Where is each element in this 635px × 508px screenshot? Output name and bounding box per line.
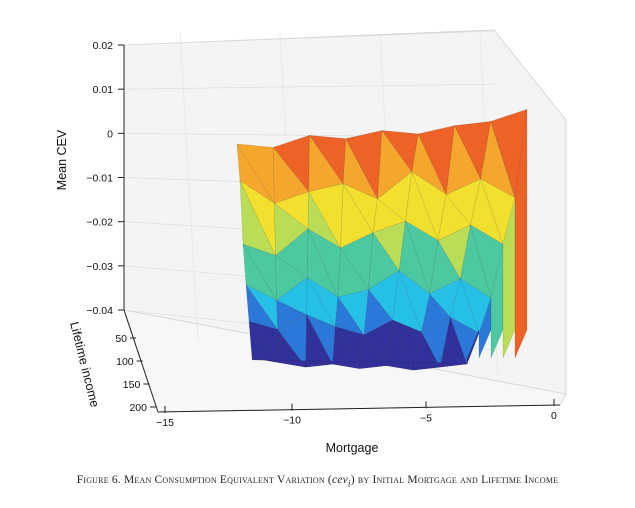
surface-facet <box>242 244 278 301</box>
surface-facet <box>307 228 341 298</box>
z-tick-label: 0 <box>107 128 113 140</box>
surface-facet <box>276 276 308 316</box>
x-axis-ticks: −15 −10 −5 0 <box>156 399 557 429</box>
surface-side <box>514 109 528 359</box>
surface <box>236 108 528 372</box>
caption-symbol: cev <box>331 474 348 486</box>
surface-facet <box>248 320 280 364</box>
x-axis-line <box>157 404 561 413</box>
y-axis-ticks: 50 100 150 200 <box>115 333 156 414</box>
y-tick-label: 200 <box>129 402 147 414</box>
surface-facet <box>417 125 455 196</box>
surface-facet <box>275 228 309 278</box>
surface-facet <box>307 190 342 249</box>
z-tick-label: 0.02 <box>93 40 114 52</box>
surface-side <box>466 329 480 365</box>
z-axis-title: Mean CEV <box>55 129 69 190</box>
z-gridline <box>123 83 495 90</box>
z-axis-ticks: 0.02 0.01 0 −0.01 −0.02 −0.03 −0.04 <box>86 40 124 317</box>
y-tick-label: 50 <box>115 333 127 345</box>
x-gridline <box>179 31 199 341</box>
z-tick-label: −0.01 <box>86 173 113 185</box>
surface-facet <box>470 224 504 299</box>
surface-facet <box>372 220 406 272</box>
surface-facet <box>490 108 528 198</box>
surface-facet <box>411 171 447 242</box>
z-tick-label: −0.04 <box>86 305 113 317</box>
z-gridline <box>123 30 495 46</box>
surface-facet <box>242 243 277 302</box>
surface-facet <box>459 278 492 334</box>
caption-subscript: i <box>347 478 351 490</box>
y-tick-label: 150 <box>123 379 141 391</box>
surface-facet <box>306 228 339 298</box>
y-axis-title: Lifetime income <box>67 320 102 408</box>
x-tick-label: −15 <box>156 417 174 429</box>
surface-facet <box>429 278 461 318</box>
caption-text-after: ) by Initial Mortgage and Lifetime Incom… <box>350 474 559 486</box>
caption-text-before: Mean Consumption Equivalent Variation ( <box>123 474 332 486</box>
surface-facet <box>392 319 422 372</box>
x-axis-title: Mortgage <box>326 441 379 455</box>
z-tick-label: −0.03 <box>86 261 113 273</box>
figure-caption: Figure 6. Mean Consumption Equivalent Va… <box>0 474 635 489</box>
surface-facet <box>454 121 492 180</box>
y-tick-label: 100 <box>116 356 134 368</box>
z-tick-label: −0.02 <box>86 217 113 229</box>
figure-label: Figure 6. <box>76 474 121 486</box>
surface-facet <box>381 130 419 173</box>
surface-facet <box>345 130 383 200</box>
x-tick-label: −10 <box>283 415 301 427</box>
x-tick-label: 0 <box>551 410 557 422</box>
z-tick-label: 0.01 <box>93 84 114 96</box>
x-tick-label: −5 <box>420 412 432 424</box>
